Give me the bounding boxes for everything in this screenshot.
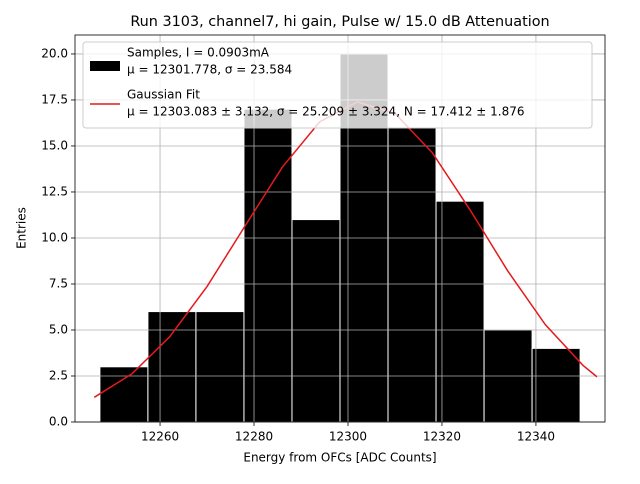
y-tick-label: 12.5: [41, 184, 68, 198]
y-tick-label: 17.5: [41, 92, 68, 106]
bar: [147, 311, 197, 423]
legend-label: Samples, I = 0.0903mA: [127, 46, 270, 60]
y-tick-label: 5.0: [49, 322, 68, 336]
legend-label: Gaussian Fit: [127, 88, 200, 102]
x-tick-label: 12340: [517, 430, 555, 444]
x-tick-label: 12320: [423, 430, 461, 444]
chart-title: Run 3103, channel7, hi gain, Pulse w/ 15…: [130, 14, 549, 30]
legend-stats: μ = 12303.083 ± 3.132, σ = 25.209 ± 3.32…: [127, 105, 525, 119]
y-axis-label: Entries: [15, 207, 29, 249]
bar: [531, 347, 581, 423]
x-axis-label: Energy from OFCs [ADC Counts]: [243, 451, 436, 465]
y-tick-label: 20.0: [41, 46, 68, 60]
bar: [195, 311, 245, 423]
bar: [435, 200, 485, 423]
y-tick-label: 7.5: [49, 276, 68, 290]
bar: [99, 366, 149, 423]
x-tick-label: 12260: [141, 430, 179, 444]
y-tick-label: 10.0: [41, 230, 68, 244]
x-tick-label: 12300: [329, 430, 367, 444]
y-tick-label: 0.0: [49, 415, 68, 429]
y-tick-label: 15.0: [41, 138, 68, 152]
axes-frame: [74, 34, 606, 423]
x-tick-label: 12280: [235, 430, 273, 444]
legend-stats: μ = 12301.778, σ = 23.584: [127, 63, 292, 77]
legend-swatch: [90, 61, 120, 71]
bar: [387, 127, 437, 423]
y-tick-label: 2.5: [49, 368, 68, 382]
bar: [243, 108, 293, 423]
bar: [291, 219, 341, 423]
legend-box: [82, 41, 593, 129]
